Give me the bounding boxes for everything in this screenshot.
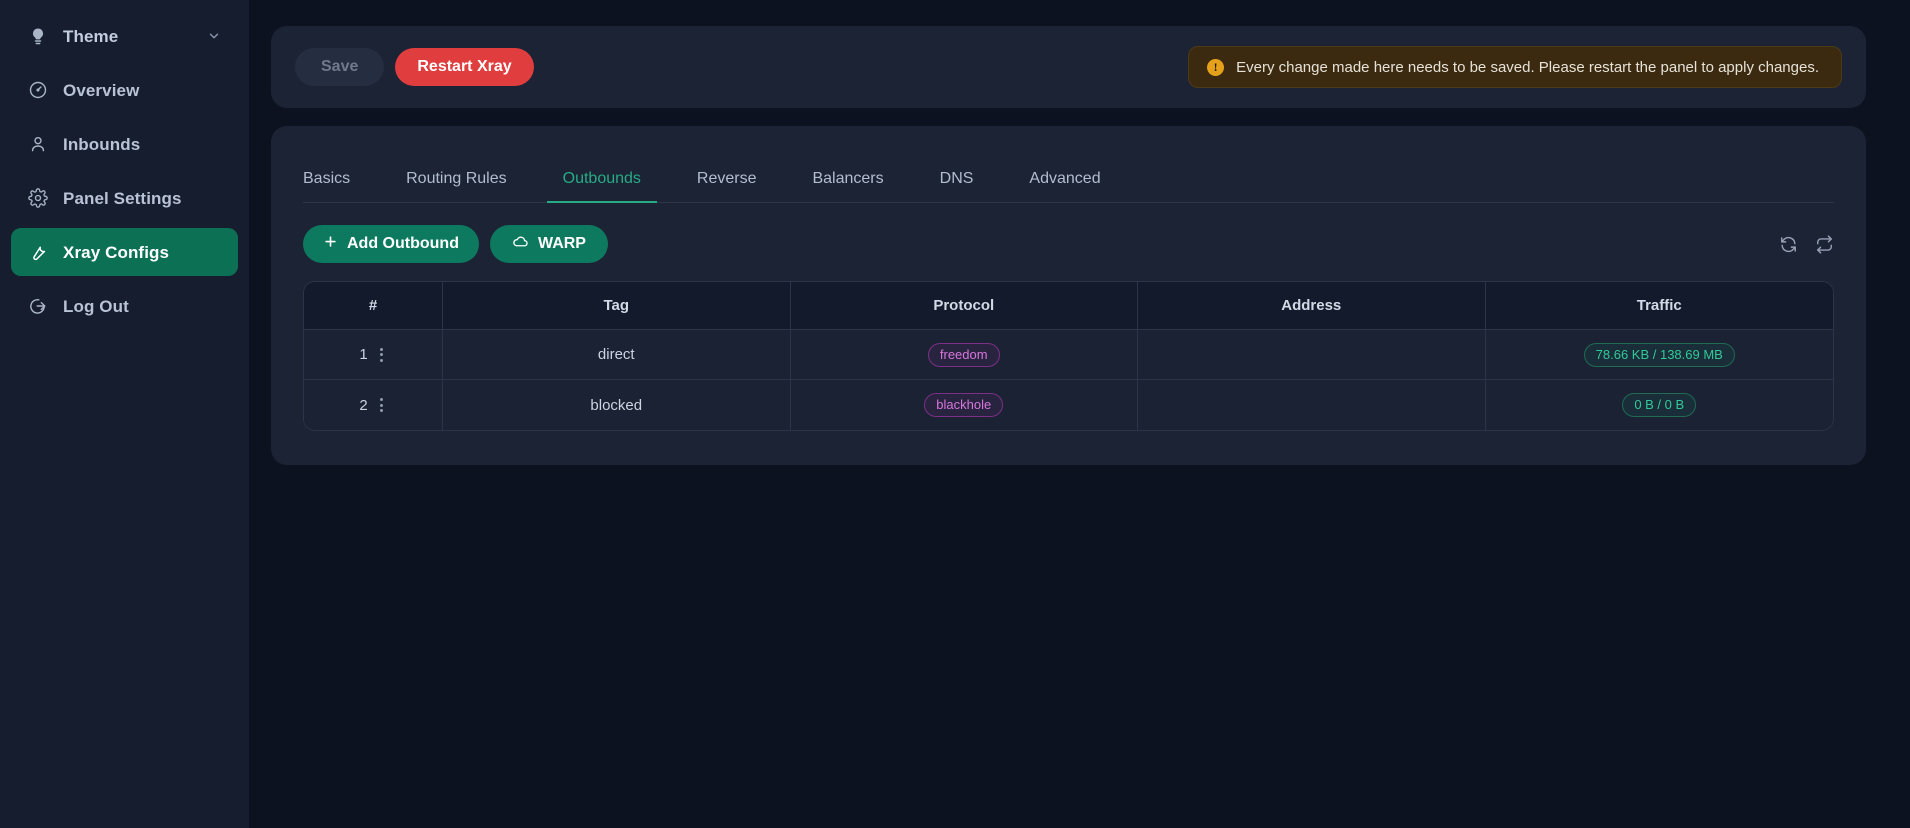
- traffic-badge: 78.66 KB / 138.69 MB: [1583, 342, 1735, 367]
- cell-index: 2: [304, 380, 443, 430]
- cell-traffic: 78.66 KB / 138.69 MB: [1485, 330, 1833, 380]
- sidebar-item-inbounds[interactable]: Inbounds: [11, 120, 238, 168]
- protocol-badge: blackhole: [924, 393, 1004, 417]
- tab-advanced[interactable]: Advanced: [1029, 170, 1101, 187]
- wrench-icon: [27, 241, 49, 263]
- gauge-icon: [27, 79, 49, 101]
- table-row[interactable]: 1 direct freedom 78.66 KB / 138.69 MB: [304, 330, 1833, 380]
- cell-traffic: 0 B / 0 B: [1485, 380, 1833, 430]
- spacer: [11, 224, 238, 226]
- sidebar-item-label: Panel Settings: [63, 188, 182, 208]
- main-content: Save Restart Xray ! Every change made he…: [249, 0, 1910, 828]
- spacer: [11, 170, 238, 172]
- tab-basics[interactable]: Basics: [303, 170, 351, 187]
- sidebar-item-xray-configs[interactable]: Xray Configs: [11, 228, 238, 276]
- action-bar: Save Restart Xray ! Every change made he…: [271, 26, 1866, 108]
- row-index-value: 1: [359, 346, 368, 363]
- cell-protocol: blackhole: [790, 380, 1138, 430]
- more-vertical-icon[interactable]: [376, 345, 387, 365]
- restart-xray-button[interactable]: Restart Xray: [395, 48, 534, 86]
- spacer: [11, 278, 238, 280]
- cell-address: [1138, 380, 1486, 430]
- more-vertical-icon[interactable]: [376, 395, 387, 415]
- table-action-icons: [1778, 234, 1834, 254]
- user-icon: [27, 133, 49, 155]
- sidebar-item-overview[interactable]: Overview: [11, 66, 238, 114]
- column-header-index: #: [304, 282, 443, 330]
- tab-routing-rules[interactable]: Routing Rules: [406, 170, 507, 187]
- xray-config-card: Basics Routing Rules Outbounds Reverse B…: [271, 126, 1866, 465]
- spacer: [11, 62, 238, 64]
- sidebar-item-panel-settings[interactable]: Panel Settings: [11, 174, 238, 222]
- protocol-badge: freedom: [927, 342, 1000, 367]
- sidebar-item-theme[interactable]: Theme: [11, 12, 238, 60]
- cell-protocol: freedom: [790, 330, 1138, 380]
- cloud-icon: [512, 233, 529, 255]
- repeat-icon[interactable]: [1814, 234, 1834, 254]
- add-outbound-button[interactable]: Add Outbound: [303, 225, 479, 263]
- table-header: # Tag Protocol Address Traffic: [304, 282, 1833, 330]
- row-index-value: 2: [359, 396, 368, 414]
- tab-balancers[interactable]: Balancers: [812, 170, 884, 187]
- spacer: [11, 116, 238, 118]
- alert-message: Every change made here needs to be saved…: [1236, 58, 1819, 76]
- sidebar-item-label: Inbounds: [63, 134, 141, 154]
- table-toolbar: Add Outbound WARP: [303, 225, 1834, 263]
- outbounds-table: # Tag Protocol Address Traffic 1 direct: [303, 281, 1834, 431]
- row-index-wrap: 2: [359, 395, 386, 415]
- sidebar-item-label: Theme: [63, 26, 119, 46]
- refresh-icon[interactable]: [1778, 234, 1798, 254]
- column-header-protocol: Protocol: [790, 282, 1138, 330]
- sidebar-item-label: Xray Configs: [63, 242, 170, 262]
- save-warning-banner: ! Every change made here needs to be sav…: [1188, 46, 1842, 88]
- row-index-wrap: 1: [359, 345, 386, 365]
- cell-tag: direct: [443, 330, 791, 380]
- cell-tag: blocked: [443, 380, 791, 430]
- sidebar-item-label: Log Out: [63, 296, 129, 316]
- column-header-tag: Tag: [443, 282, 791, 330]
- warning-icon: !: [1207, 58, 1225, 76]
- warp-button[interactable]: WARP: [489, 225, 608, 263]
- gear-icon: [27, 187, 49, 209]
- sidebar-item-log-out[interactable]: Log Out: [11, 282, 238, 330]
- sidebar-item-label: Overview: [63, 80, 140, 100]
- lightbulb-icon: [27, 25, 49, 47]
- table-body: 1 direct freedom 78.66 KB / 138.69 MB: [304, 330, 1833, 430]
- config-tabs: Basics Routing Rules Outbounds Reverse B…: [303, 148, 1834, 203]
- plus-icon: [323, 234, 338, 254]
- table-row[interactable]: 2 blocked blackhole 0 B / 0 B: [304, 380, 1833, 430]
- column-header-address: Address: [1138, 282, 1486, 330]
- tab-reverse[interactable]: Reverse: [696, 170, 757, 187]
- tab-dns[interactable]: DNS: [939, 170, 974, 187]
- add-outbound-label: Add Outbound: [347, 235, 459, 252]
- chevron-down-icon[interactable]: [206, 28, 222, 44]
- sidebar: Theme Overview Inbounds: [0, 0, 249, 828]
- traffic-badge: 0 B / 0 B: [1622, 393, 1697, 417]
- tab-outbounds[interactable]: Outbounds: [546, 158, 658, 203]
- table-header-row: # Tag Protocol Address Traffic: [304, 282, 1833, 330]
- column-header-traffic: Traffic: [1485, 282, 1833, 330]
- save-button[interactable]: Save: [295, 48, 385, 86]
- cell-index: 1: [304, 330, 443, 380]
- cell-address: [1138, 330, 1486, 380]
- logout-icon: [27, 295, 49, 317]
- warp-label: WARP: [537, 235, 586, 252]
